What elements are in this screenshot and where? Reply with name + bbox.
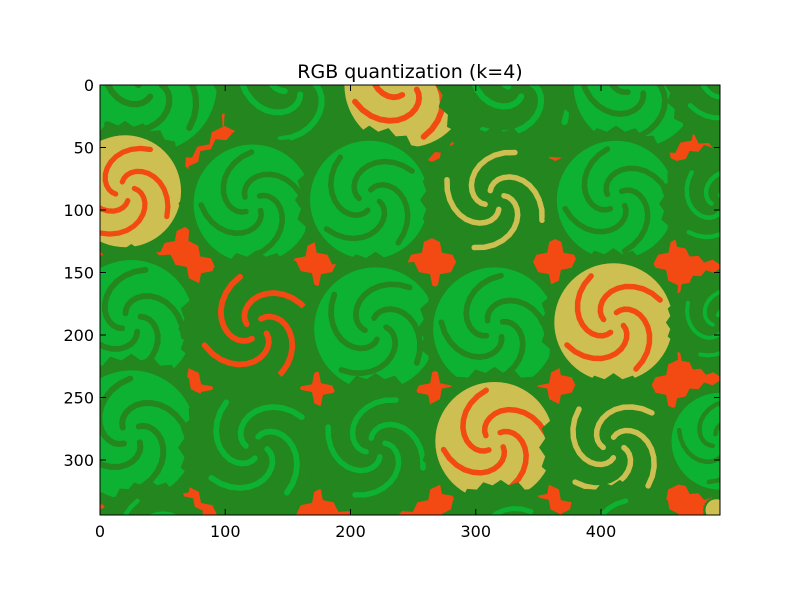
cupcake — [420, 366, 569, 515]
y-tick-label: 250 — [63, 389, 94, 408]
cupcake — [702, 496, 720, 515]
cupcake — [100, 480, 203, 515]
cupcake — [100, 353, 213, 515]
cupcake — [659, 380, 720, 503]
cupcake — [298, 251, 453, 406]
cupcake — [665, 268, 720, 377]
cupcake — [178, 129, 328, 279]
cupcake — [420, 125, 569, 275]
cupcake — [178, 369, 335, 515]
cupcake — [561, 479, 679, 515]
y-tick-label: 0 — [84, 76, 94, 95]
x-tick-label: 200 — [335, 522, 366, 541]
cupcake — [417, 251, 572, 406]
axes-frame — [99, 84, 721, 516]
x-tick-label: 400 — [586, 522, 617, 541]
x-tick-label: 100 — [210, 522, 241, 541]
cupcake — [541, 125, 691, 275]
y-tick-label: 200 — [63, 326, 94, 345]
cupcake — [539, 248, 688, 397]
cupcake — [664, 85, 720, 151]
cupcake — [539, 373, 688, 515]
cupcake — [100, 120, 196, 262]
cupcake — [178, 250, 335, 408]
cupcake — [294, 125, 444, 275]
y-tick-label: 50 — [74, 139, 94, 158]
x-tick-label: 0 — [95, 522, 105, 541]
y-tick-label: 150 — [63, 264, 94, 283]
y-tick-label: 300 — [63, 451, 94, 470]
y-tick-label: 100 — [63, 201, 94, 220]
figure-title: RGB quantization (k=4) — [297, 61, 522, 83]
axis-ticks: 0 100 200 300 400 0 50 100 150 200 250 300 — [63, 76, 720, 541]
cupcake — [659, 142, 720, 265]
cupcake — [442, 479, 560, 515]
quantized-image — [100, 85, 720, 515]
cupcake — [301, 373, 450, 515]
x-tick-label: 300 — [460, 522, 491, 541]
